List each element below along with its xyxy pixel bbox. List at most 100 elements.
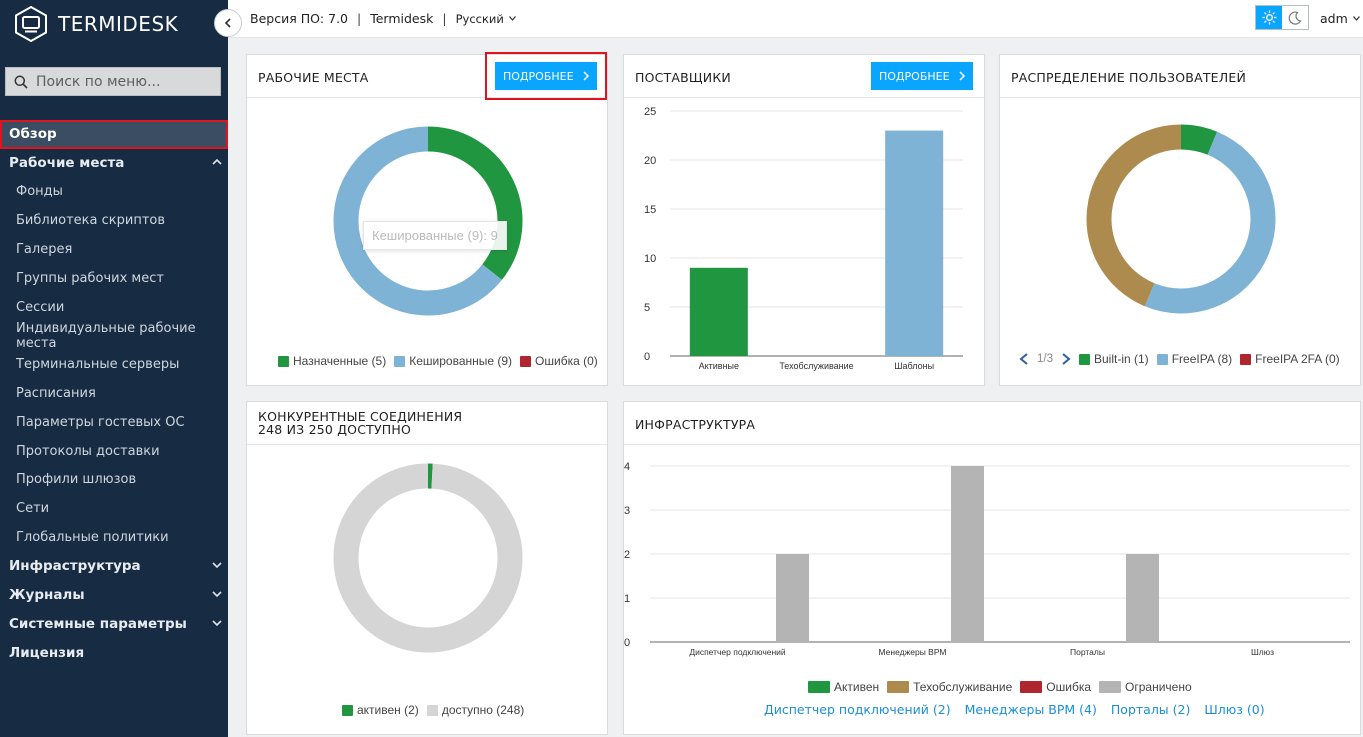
bar-Менеджеры ВРМ[interactable] (951, 466, 984, 642)
dark-theme-button[interactable] (1282, 6, 1308, 29)
nav-item-global-policies[interactable]: Глобальные политики (0, 523, 228, 552)
sidebar-collapse-button[interactable] (214, 9, 242, 37)
link-gateway[interactable]: Шлюз (0) (1204, 702, 1265, 717)
workplaces-more-button[interactable]: Подробнее (485, 52, 607, 100)
bar-Порталы[interactable] (1126, 554, 1159, 642)
legend-item[interactable]: Ошибка (0) (520, 354, 598, 368)
nav-item-workplace-groups[interactable]: Группы рабочих мест (0, 264, 228, 293)
legend-item[interactable]: Ограничено (1099, 680, 1192, 694)
nav-item-label: Сети (16, 501, 50, 517)
version-label: Версия ПО: 7.0 (250, 11, 348, 26)
nav-item-script-library[interactable]: Библиотека скриптов (0, 206, 228, 235)
legend-item[interactable]: Кешированные (9) (394, 354, 512, 368)
nav-item-gallery[interactable]: Галерея (0, 235, 228, 264)
legend-item[interactable]: Built-in (1) (1079, 352, 1149, 366)
legend-label: Техобслуживание (913, 680, 1013, 694)
card-subtitle: 248 из 250 доступно (258, 422, 412, 437)
nav-item-individual-workplaces[interactable]: Индивидуальные рабочие места (0, 320, 228, 351)
chevron-right-icon[interactable] (1061, 353, 1071, 365)
legend-item[interactable]: Назначенные (5) (278, 354, 386, 368)
nav-item-delivery-protocols[interactable]: Протоколы доставки (0, 437, 228, 466)
x-tick-label: Менеджеры ВРМ (878, 647, 946, 657)
donut-slice-Built-in[interactable] (1180, 124, 1218, 155)
infrastructure-links: Диспетчер подключений (2) Менеджеры ВРМ … (764, 702, 1265, 717)
workplaces-donut-chart (333, 126, 523, 316)
card-title: Инфраструктура (635, 417, 756, 432)
donut-slice-Назначенные[interactable] (427, 126, 523, 280)
legend-label: Ошибка (0) (535, 354, 598, 368)
legend-item[interactable]: FreeIPA (8) (1156, 352, 1233, 366)
nav-item-terminal-servers[interactable]: Терминальные серверы (0, 350, 228, 379)
nav-item-schedules[interactable]: Расписания (0, 379, 228, 408)
donut-slice-доступно[interactable] (333, 463, 523, 653)
bar-Диспетчер подключений[interactable] (776, 554, 809, 642)
nav-item-guest-os-params[interactable]: Параметры гостевых ОС (0, 408, 228, 437)
user-menu[interactable]: adm (1320, 11, 1360, 26)
legend-label: Built-in (1) (1094, 352, 1149, 366)
infrastructure-card: Инфраструктура 0 1 2 3 4 Диспетчер подключени… (623, 401, 1361, 735)
legend-item[interactable]: FreeIPA 2FA (0) (1240, 352, 1340, 366)
chevron-down-icon (1352, 16, 1360, 21)
nav-item-label: Глобальные политики (16, 530, 169, 546)
nav-item-gateway-profiles[interactable]: Профили шлюзов (0, 466, 228, 495)
bar-Активные[interactable] (689, 267, 748, 356)
concurrent-donut-chart (333, 463, 523, 653)
link-vm-managers[interactable]: Менеджеры ВРМ (4) (964, 702, 1097, 717)
y-tick-label: 20 (644, 155, 656, 167)
nav-item-sessions[interactable]: Сессии (0, 293, 228, 322)
search-input[interactable] (36, 73, 206, 90)
card-header: Конкурентные соединения 248 из 250 досту… (247, 402, 607, 445)
providers-card: Поставщики Подробнее 0 5 10 15 20 25 Активные Т… (623, 54, 985, 386)
chart-tooltip: Кешированные (9): 9 (363, 221, 507, 250)
legend-swatch (1099, 681, 1122, 693)
nav-item-system-params[interactable]: Системные параметры (0, 610, 228, 639)
legend-label: Ошибка (1046, 680, 1092, 694)
nav-item-license[interactable]: Лицензия (0, 638, 228, 667)
nav-item-label: Индивидуальные рабочие места (16, 320, 196, 351)
legend-item[interactable]: Ошибка (1020, 680, 1091, 694)
chevron-right-icon (583, 71, 589, 81)
legend-item[interactable]: Активен (808, 680, 879, 694)
y-tick-label: 25 (644, 106, 656, 118)
nav-item-logs[interactable]: Журналы (0, 581, 228, 610)
logo[interactable]: TERMIDESK (14, 6, 178, 42)
sun-icon (1261, 10, 1277, 25)
legend-item[interactable]: активен (2) (342, 703, 419, 717)
card-title: Распределение пользователей (1011, 70, 1247, 85)
nav-item-pools[interactable]: Фонды (0, 178, 228, 207)
product-name: Termidesk (370, 11, 434, 26)
legend-swatch (808, 681, 830, 693)
link-portals[interactable]: Порталы (2) (1110, 702, 1191, 717)
donut-slice-FreeIPA[interactable] (1144, 131, 1276, 314)
legend-swatch (426, 704, 438, 716)
nav-item-label: Группы рабочих мест (16, 270, 164, 286)
language-label: Русский (455, 11, 504, 26)
legend-item[interactable]: Техобслуживание (887, 680, 1012, 694)
link-connection-brokers[interactable]: Диспетчер подключений (2) (764, 702, 951, 717)
nav-item-workplaces[interactable]: Рабочие места (0, 149, 228, 178)
separator: | (357, 11, 362, 26)
chevron-left-icon[interactable] (1019, 353, 1029, 365)
x-tick-label: Шаблоны (894, 361, 934, 371)
legend-label: FreeIPA (8) (1171, 352, 1233, 366)
providers-more-button[interactable]: Подробнее (871, 62, 973, 90)
more-button-label: Подробнее (503, 69, 574, 83)
card-title: Поставщики (635, 70, 731, 85)
donut-slice-AD[interactable] (1086, 124, 1182, 307)
donut-slice-Кешированные[interactable] (333, 126, 502, 316)
y-tick-label: 15 (644, 204, 656, 216)
nav-item-label: Лицензия (9, 644, 85, 661)
language-select[interactable]: Русский (456, 12, 516, 26)
nav-item-label: Системные параметры (9, 615, 187, 632)
bar-Шаблоны[interactable] (885, 130, 944, 356)
legend-swatch (887, 681, 910, 693)
menu-search[interactable] (5, 67, 221, 96)
legend-item[interactable]: доступно (248) (426, 703, 524, 717)
nav-item-label: Обзор (9, 126, 57, 143)
y-tick-label: 4 (624, 461, 630, 473)
light-theme-button[interactable] (1256, 6, 1282, 29)
infrastructure-bar-chart: 0 1 2 3 4 Диспетчер подключений Менеджеры ВРМ П… (624, 461, 1350, 657)
nav-item-infrastructure[interactable]: Инфраструктура (0, 552, 228, 581)
nav-item-networks[interactable]: Сети (0, 494, 228, 523)
nav-item-overview[interactable]: Обзор (0, 120, 228, 149)
